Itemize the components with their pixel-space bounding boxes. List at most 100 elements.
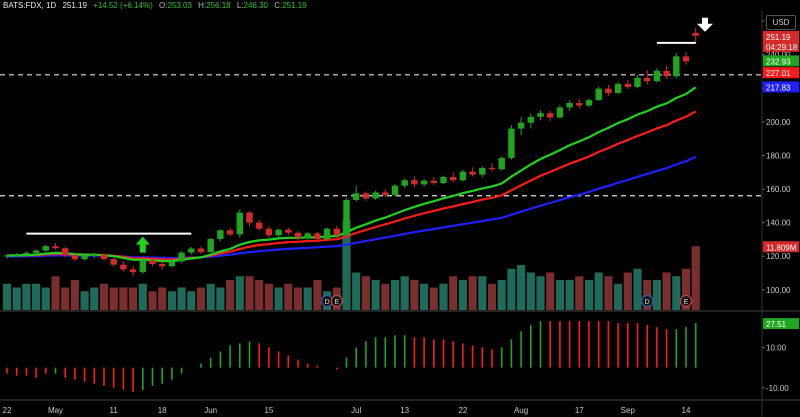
event-marker-label: D xyxy=(325,299,330,306)
candle-body xyxy=(100,254,108,260)
volume-bar xyxy=(158,287,167,310)
candle xyxy=(81,254,88,261)
candle-body xyxy=(479,167,486,175)
price-tick-label: 180.00 xyxy=(766,151,791,160)
candle-body xyxy=(314,233,321,240)
candle xyxy=(469,167,476,177)
candle xyxy=(556,105,564,119)
event-marker xyxy=(679,294,693,308)
volume-bar xyxy=(293,287,303,310)
volume-bar xyxy=(439,283,448,310)
high-key: H: xyxy=(198,1,207,10)
candle-body xyxy=(673,56,680,77)
volume-bar xyxy=(12,287,21,310)
candle xyxy=(149,257,156,267)
candle xyxy=(304,231,311,240)
time-axis-label: 17 xyxy=(575,406,584,415)
candle-body xyxy=(692,32,699,36)
candle-body xyxy=(401,180,408,186)
candle xyxy=(61,247,69,258)
last-price-tag-text: 251.19 xyxy=(766,33,791,42)
event-marker xyxy=(330,294,343,308)
low-key: L: xyxy=(236,1,244,10)
volume-bar xyxy=(22,283,31,310)
candle xyxy=(643,69,651,85)
candle-body xyxy=(158,263,166,267)
volume-bar xyxy=(652,280,661,310)
volume-bar xyxy=(478,276,487,310)
volume-bar xyxy=(177,287,186,310)
candle xyxy=(129,265,137,277)
candle xyxy=(673,52,680,79)
candle xyxy=(576,99,583,109)
candle-body xyxy=(634,77,641,87)
candle xyxy=(614,81,622,95)
volume-bar xyxy=(245,276,254,310)
volume-bar xyxy=(2,283,12,310)
candle xyxy=(91,252,98,259)
candle-body xyxy=(576,103,583,106)
candle xyxy=(323,227,331,241)
candle xyxy=(197,246,205,254)
chart-header: BATS:FDX, 1D 251.19 +14.52 (+6.14%) O:25… xyxy=(3,1,311,10)
candle-body xyxy=(469,171,476,175)
volume-bar xyxy=(352,272,361,310)
candle-body xyxy=(605,88,612,93)
candle xyxy=(479,166,486,178)
ema-fast-tag-text: 232.93 xyxy=(766,57,791,66)
candle-body xyxy=(81,255,88,260)
time-axis-label: 22 xyxy=(3,406,12,415)
time-axis-label: 11 xyxy=(110,406,119,415)
currency-badge[interactable]: USD xyxy=(766,15,796,30)
volume-bar xyxy=(410,280,419,310)
time-axis-label: 14 xyxy=(682,406,691,415)
candle xyxy=(139,259,147,274)
volume-bar xyxy=(196,287,206,310)
open-value: 253.03 xyxy=(167,1,192,10)
candle xyxy=(255,220,263,232)
volume-bar xyxy=(255,280,264,310)
price-tick-label: 120.00 xyxy=(766,252,791,261)
low-value: 246.30 xyxy=(243,1,268,10)
candle-body xyxy=(197,248,205,253)
volume-bar xyxy=(187,291,196,310)
volume-bar xyxy=(41,287,50,310)
candle xyxy=(488,163,496,172)
volume-bar xyxy=(119,287,128,310)
candle xyxy=(449,172,457,183)
volume-bar xyxy=(468,276,477,310)
volume-bar xyxy=(681,268,691,310)
candle xyxy=(420,178,428,187)
candle-body xyxy=(566,103,573,108)
candle-body xyxy=(449,176,457,181)
price-tick-label: 200.00 xyxy=(766,118,791,127)
last-price-tag-bg xyxy=(763,30,799,42)
candle xyxy=(624,79,632,90)
candle-body xyxy=(217,230,224,239)
candle xyxy=(634,74,641,89)
ema-slow-tag-text: 217.83 xyxy=(766,83,791,92)
candle-body xyxy=(168,261,176,267)
volume-tag-bg xyxy=(763,241,799,253)
ema-fast-tag: 232.93 xyxy=(763,55,799,67)
volume-bar xyxy=(226,280,235,310)
candle-body xyxy=(285,229,292,233)
volume-bar xyxy=(487,283,497,310)
candle-body xyxy=(382,192,389,195)
volume-bar xyxy=(274,287,283,310)
volume-bar xyxy=(672,276,681,310)
candle xyxy=(217,229,224,242)
volume-bar xyxy=(507,268,516,310)
symbol-label[interactable]: BATS:FDX, 1D xyxy=(3,1,57,10)
volume-bar xyxy=(361,276,370,310)
candle xyxy=(682,52,690,65)
candle-body xyxy=(61,248,69,256)
volume-bar xyxy=(61,287,70,310)
volume-bar xyxy=(342,220,351,310)
candle xyxy=(246,210,253,227)
volume-bar xyxy=(458,280,467,310)
candle xyxy=(3,253,11,259)
countdown-tag-text: 04:29:18 xyxy=(766,43,798,52)
candle xyxy=(546,110,554,122)
